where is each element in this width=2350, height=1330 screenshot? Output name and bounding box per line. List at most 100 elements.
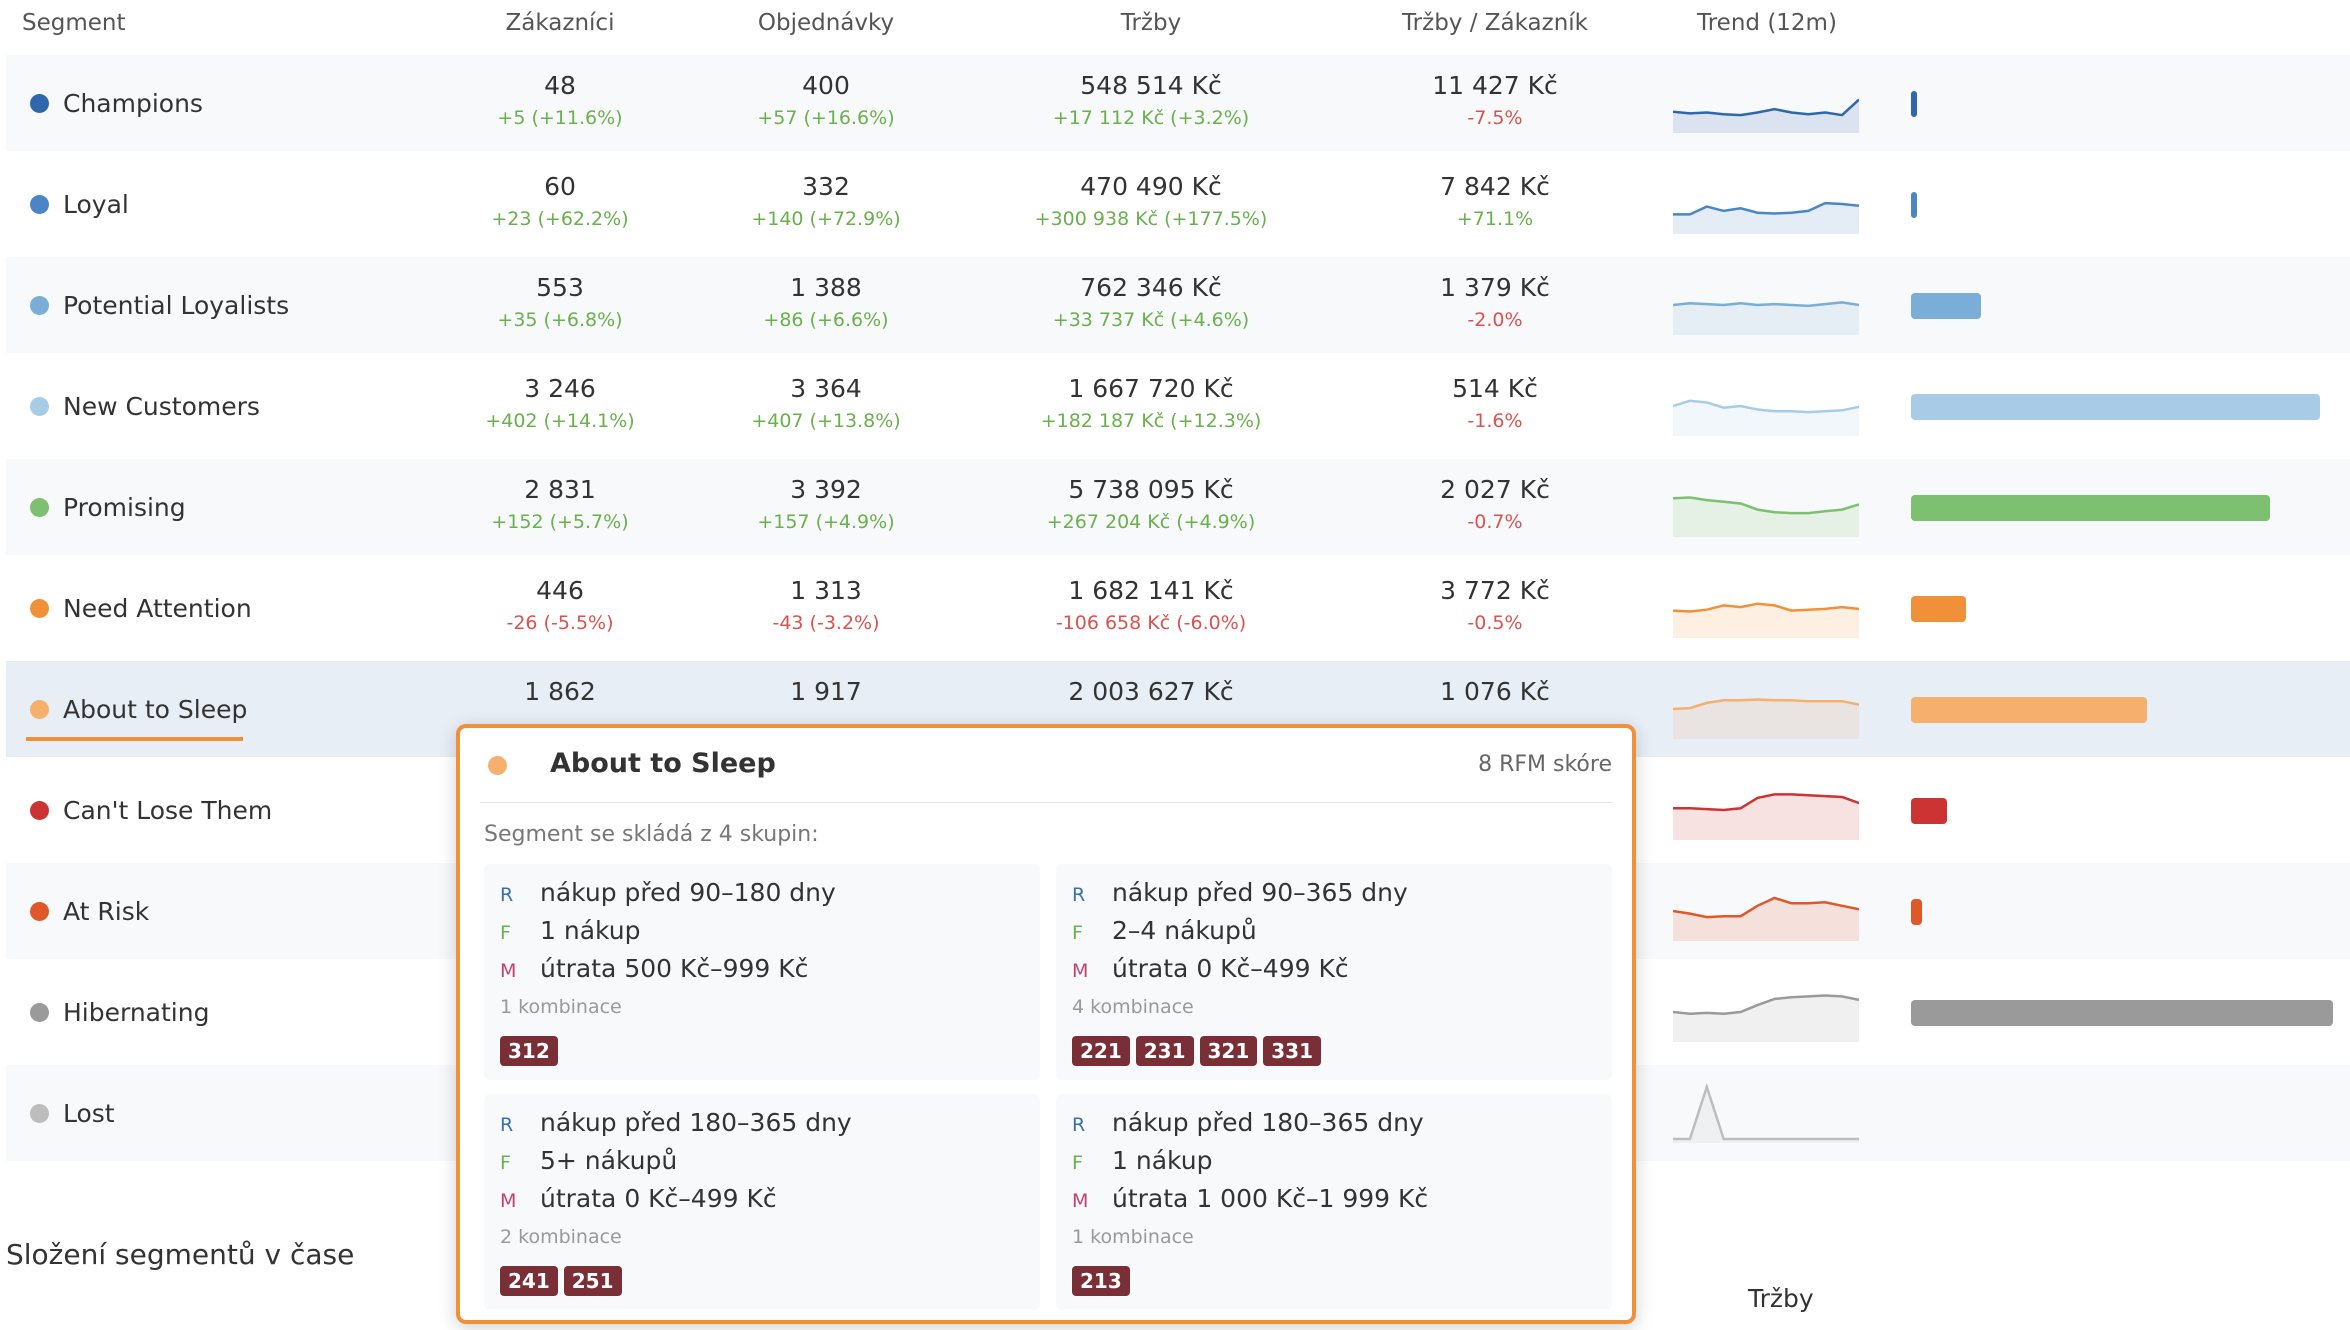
- share-bar: [1911, 91, 1917, 117]
- segment-label: Potential Loyalists: [63, 290, 290, 320]
- orders-value: 332: [802, 172, 850, 201]
- share-bar: [1911, 596, 1966, 622]
- trend-sparkline: [1673, 994, 1859, 1042]
- segment-name-cell[interactable]: Potential Loyalists: [30, 257, 289, 353]
- table-row[interactable]: Potential Loyalists 553 +35 (+6.8%) 1 388 +8…: [6, 257, 2350, 353]
- rpc-value: 7 842 Kč: [1440, 172, 1550, 201]
- rfm-r-text: nákup před 90–180 dny: [540, 878, 836, 907]
- rfm-f-line: F 2–4 nákupů: [1072, 916, 1257, 945]
- revenue-delta: +17 112 Kč (+3.2%): [1052, 107, 1250, 129]
- revenue-value: 5 738 095 Kč: [1068, 475, 1234, 504]
- segment-color-dot: [30, 396, 49, 416]
- table-row[interactable]: Champions 48 +5 (+11.6%) 400 +57 (+16.6%) 548…: [6, 55, 2350, 151]
- rpc-delta: -7.5%: [1467, 107, 1523, 129]
- rfm-f-text: 1 nákup: [1112, 1146, 1213, 1175]
- share-bar: [1911, 899, 1922, 925]
- segment-label: New Customers: [63, 391, 260, 421]
- sparkline-line: [1673, 1083, 1859, 1141]
- orders-delta: +86 (+6.6%): [763, 309, 889, 331]
- rfm-code-chip[interactable]: 221: [1072, 1036, 1130, 1066]
- table-row[interactable]: Hibernating: [6, 964, 2350, 1060]
- rpc-value: 11 427 Kč: [1432, 71, 1558, 100]
- rfm-code-chips: 241 251: [500, 1266, 622, 1296]
- rfm-f-line: F 5+ nákupů: [500, 1146, 677, 1175]
- rpc-delta: -0.5%: [1467, 612, 1523, 634]
- table-row[interactable]: Promising 2 831 +152 (+5.7%) 3 392 +157 (+4.…: [6, 459, 2350, 555]
- segment-label: Lost: [63, 1098, 115, 1128]
- segment-name-cell[interactable]: Hibernating: [30, 964, 209, 1060]
- rfm-code-chip[interactable]: 213: [1072, 1266, 1130, 1296]
- col-revenue[interactable]: Tržby: [1120, 10, 1182, 36]
- trend-sparkline: [1673, 793, 1859, 840]
- rfm-r-key: R: [1072, 1114, 1086, 1136]
- segment-name-cell[interactable]: About to Sleep: [30, 661, 247, 757]
- table-row[interactable]: Need Attention 446 -26 (-5.5%) 1 313 -43 (-3…: [6, 560, 2350, 656]
- customers-delta: +35 (+6.8%): [497, 309, 623, 331]
- revenue-value: 548 514 Kč: [1080, 71, 1222, 100]
- sparkline-area: [1673, 794, 1859, 840]
- rfm-code-chip[interactable]: 331: [1263, 1036, 1321, 1066]
- table-row[interactable]: Loyal 60 +23 (+62.2%) 332 +140 (+72.9%) 470 4…: [6, 156, 2350, 252]
- rfm-code-chip[interactable]: 321: [1199, 1036, 1258, 1066]
- rfm-f-text: 5+ nákupů: [540, 1146, 678, 1175]
- rfm-f-key: F: [500, 922, 511, 944]
- segment-label: Hibernating: [63, 997, 210, 1027]
- rfm-f-line: F 1 nákup: [500, 916, 640, 945]
- sparkline-area: [1673, 302, 1859, 335]
- segment-name-cell[interactable]: Lost: [30, 1065, 115, 1161]
- segment-color-dot: [30, 1103, 49, 1123]
- section-title: Složení segmentů v čase: [6, 1238, 355, 1271]
- rfm-code-chip[interactable]: 312: [500, 1036, 558, 1066]
- active-segment-underline: [26, 737, 243, 741]
- rfm-code-chip[interactable]: 251: [563, 1266, 622, 1296]
- share-bar: [1911, 697, 2148, 723]
- sparkline-line: [1673, 698, 1859, 711]
- col-orders[interactable]: Objednávky: [757, 10, 895, 36]
- customers-value: 553: [536, 273, 584, 302]
- col-segment[interactable]: Segment: [22, 10, 126, 36]
- section-chart-label: Tržby: [1748, 1284, 1814, 1313]
- trend-sparkline: [1673, 201, 1859, 234]
- table-row[interactable]: Can't Lose Them: [6, 762, 2350, 858]
- sparkline-line: [1673, 201, 1859, 216]
- rfm-f-text: 1 nákup: [540, 916, 641, 945]
- sparkline-area: [1673, 898, 1859, 941]
- rpc-value: 514 Kč: [1452, 374, 1538, 403]
- segment-label: Need Attention: [63, 593, 252, 623]
- revenue-value: 1 682 141 Kč: [1068, 576, 1234, 605]
- popup-segment-dot: [488, 756, 507, 775]
- revenue-delta: +300 938 Kč (+177.5%): [1034, 208, 1268, 230]
- segment-name-cell[interactable]: Champions: [30, 55, 203, 151]
- sparkline-line: [1673, 602, 1859, 613]
- segment-name-cell[interactable]: Loyal: [30, 156, 129, 252]
- segment-color-dot: [30, 194, 49, 214]
- customers-value: 48: [544, 71, 576, 100]
- segment-color-dot: [30, 497, 49, 517]
- customers-delta: +152 (+5.7%): [491, 511, 629, 533]
- segment-name-cell[interactable]: Can't Lose Them: [30, 762, 272, 858]
- table-row[interactable]: New Customers 3 246 +402 (+14.1%) 3 364 +407…: [6, 358, 2350, 454]
- rfm-f-key: F: [1072, 922, 1083, 944]
- trend-sparkline: [1673, 98, 1859, 133]
- col-customers[interactable]: Zákazníci: [505, 10, 615, 36]
- customers-delta: +23 (+62.2%): [491, 208, 629, 230]
- trend-sparkline: [1673, 602, 1859, 638]
- segment-name-cell[interactable]: Promising: [30, 459, 186, 555]
- rfm-r-key: R: [500, 884, 514, 906]
- table-header: Segment Zákazníci Objednávky Tržby Tržby…: [0, 0, 2350, 48]
- segment-name-cell[interactable]: At Risk: [30, 863, 149, 959]
- rfm-code-chip[interactable]: 241: [500, 1266, 558, 1296]
- orders-delta: +140 (+72.9%): [751, 208, 901, 230]
- segment-name-cell[interactable]: Need Attention: [30, 560, 252, 656]
- col-revenue-per-customer[interactable]: Tržby / Zákazník: [1402, 10, 1588, 36]
- rfm-m-key: M: [1072, 1190, 1089, 1212]
- orders-value: 1 917: [790, 677, 862, 706]
- orders-delta: +57 (+16.6%): [757, 107, 895, 129]
- orders-value: 1 313: [790, 576, 862, 605]
- sparkline-line: [1673, 98, 1859, 117]
- segment-name-cell[interactable]: New Customers: [30, 358, 260, 454]
- rfm-m-text: útrata 0 Kč–499 Kč: [1112, 954, 1349, 983]
- rfm-code-chip[interactable]: 231: [1135, 1036, 1194, 1066]
